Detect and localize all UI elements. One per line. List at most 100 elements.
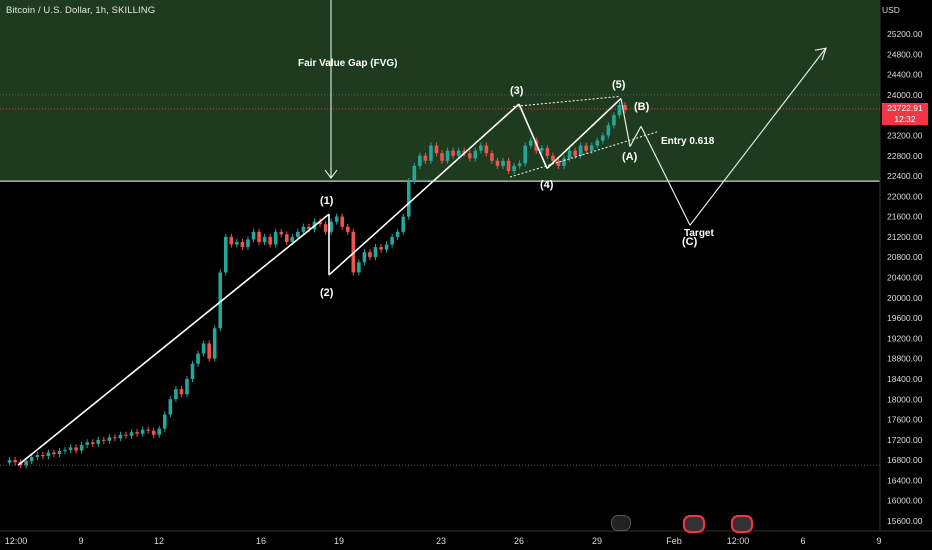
candle-body: [501, 160, 505, 166]
candle-body: [85, 442, 89, 445]
candle-body: [357, 262, 361, 273]
candle-body: [113, 437, 117, 439]
candle-body: [406, 181, 411, 217]
projection-segment: [640, 126, 691, 226]
candle-body: [395, 231, 400, 237]
candle-body: [512, 165, 516, 171]
wave-3-label: (3): [510, 85, 524, 97]
candle-body: [390, 236, 394, 245]
candle-body: [362, 252, 367, 263]
candle-body: [584, 145, 588, 151]
y-tick-label: 16400.00: [887, 475, 923, 485]
candle-body: [340, 216, 345, 227]
x-tick-label: 16: [256, 536, 266, 546]
candle-body: [107, 437, 112, 441]
candle-body: [429, 145, 433, 161]
candle-body: [562, 158, 566, 166]
candle-body: [606, 125, 611, 136]
candle-body: [179, 389, 184, 395]
channel-top-line: [512, 95, 621, 108]
candle-body: [129, 432, 134, 436]
candle-body: [623, 105, 627, 111]
candle-body: [102, 439, 106, 441]
candle-body: [418, 155, 422, 166]
wave-1-label: (1): [320, 195, 334, 207]
candle-body: [13, 460, 17, 463]
candle-body: [318, 221, 322, 225]
last-price-value: 23722.91: [887, 103, 923, 113]
candle-body: [423, 155, 428, 161]
x-tick-label: 9: [876, 536, 881, 546]
candle-body: [601, 135, 605, 141]
y-tick-label: 16800.00: [887, 455, 923, 465]
candle-body: [212, 328, 217, 359]
candle-body: [412, 165, 417, 182]
y-tick-label: 23200.00: [887, 130, 923, 140]
candle-body: [617, 105, 622, 116]
candle-body: [467, 153, 472, 159]
candle-body: [334, 216, 339, 222]
x-tick-label: 12:00: [727, 536, 750, 546]
candle-body: [307, 226, 311, 230]
wave-segment: [17, 213, 330, 466]
y-tick-label: 20000.00: [887, 293, 923, 303]
bar-countdown: 12:32: [894, 114, 916, 124]
projection-segment: [629, 126, 642, 147]
candle-body: [373, 247, 378, 258]
candle-body: [595, 140, 600, 146]
candle-body: [284, 234, 289, 242]
x-tick-label: 19: [334, 536, 344, 546]
candle-body: [262, 236, 267, 242]
candle-body: [63, 449, 67, 451]
fvg-arrow-head-icon: [324, 169, 338, 179]
candle-body: [223, 236, 228, 273]
candle-body: [440, 153, 444, 161]
x-tick-label: 12:00: [5, 536, 28, 546]
candle-body: [52, 452, 56, 455]
candle-body: [567, 150, 572, 159]
y-tick-label: 17600.00: [887, 415, 923, 425]
candle-body: [368, 252, 372, 258]
candle-body: [196, 353, 200, 364]
candle-body: [118, 434, 123, 439]
candle-body: [401, 216, 406, 232]
candle-body: [573, 150, 577, 156]
y-tick-label: 18800.00: [887, 354, 923, 364]
candle-body: [41, 455, 45, 457]
candle-body: [296, 231, 300, 237]
candle-body: [451, 150, 455, 156]
entry-label: Entry 0.618: [661, 136, 715, 147]
candle-body: [551, 155, 555, 161]
candle-body: [207, 343, 211, 359]
candle-body: [251, 231, 256, 240]
candle-body: [384, 244, 389, 250]
flag-icon[interactable]: [683, 515, 705, 533]
candle-body: [517, 163, 522, 166]
wave-2-label: (2): [320, 287, 334, 299]
candle-body: [290, 236, 295, 242]
candle-body: [462, 150, 467, 154]
x-tick-label: 29: [592, 536, 602, 546]
y-tick-label: 21200.00: [887, 232, 923, 242]
candle-body: [528, 140, 533, 146]
lightning-icon[interactable]: [611, 515, 631, 531]
channel-bottom-line: [509, 131, 658, 178]
candle-body: [146, 429, 150, 431]
candle-body: [545, 148, 550, 156]
flag-icon-2[interactable]: [731, 515, 753, 533]
candle-body: [74, 447, 78, 451]
wave-segment: [546, 97, 622, 170]
x-tick-label: 9: [78, 536, 83, 546]
y-tick-label: 22000.00: [887, 191, 923, 201]
y-tick-label: 22400.00: [887, 171, 923, 181]
candle-body: [201, 343, 206, 354]
candle-body: [490, 153, 494, 161]
candle-body: [578, 145, 583, 156]
candle-body: [273, 231, 278, 245]
fvg-zone: [0, 0, 880, 182]
candle-body: [140, 429, 145, 434]
candle-body: [484, 145, 489, 154]
wave-segment: [518, 103, 548, 169]
